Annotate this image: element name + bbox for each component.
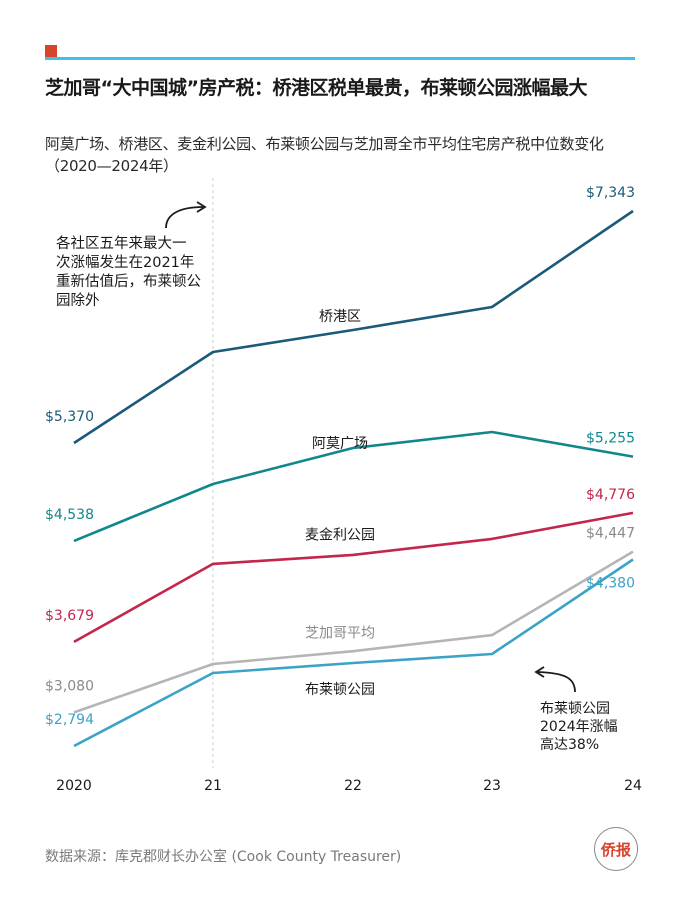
- start-value-label: $3,080: [45, 678, 94, 694]
- accent-square: [45, 45, 57, 57]
- annotation-text-brighton: 高达38%: [540, 736, 599, 753]
- annotation-text-2021: 各社区五年来最大一: [56, 235, 187, 252]
- annotation-arrow-brighton: [537, 671, 576, 693]
- logo-text: 侨报: [600, 840, 631, 859]
- x-tick-label: 22: [344, 778, 362, 794]
- label-layer: $5,370 $7,343 桥港区 $4,538 $5,255 阿莫广场 $3,679 $4,…: [45, 185, 635, 728]
- start-value-label: $5,370: [45, 409, 94, 425]
- series-name-label: 芝加哥平均: [305, 626, 375, 642]
- x-axis: 2020 21 22 23 24: [56, 778, 642, 794]
- top-rule: [45, 57, 635, 60]
- start-value-label: $2,794: [45, 712, 94, 728]
- x-tick-label: 23: [483, 778, 501, 794]
- subtitle-line-2: （2020—2024年）: [45, 157, 178, 175]
- annotation-text-brighton: 布莱顿公园: [540, 701, 610, 717]
- annotation-text-2021: 次涨幅发生在2021年: [56, 254, 194, 271]
- annotation-arrow-2021: [165, 206, 204, 229]
- series-layer: [73, 209, 634, 748]
- series-name-label: 布莱顿公园: [305, 682, 375, 698]
- publisher-logo: 侨报: [594, 827, 638, 871]
- subtitle-line-1: 阿莫广场、桥港区、麦金利公园、布莱顿公园与芝加哥全市平均住宅房产税中位数变化: [45, 135, 604, 153]
- annotation-text-brighton: 2024年涨幅: [540, 719, 618, 735]
- annotation-arrowhead-2021: [196, 201, 207, 213]
- chart-title: 芝加哥“大中国城”房产税：桥港区税单最贵，布莱顿公园涨幅最大: [45, 77, 587, 99]
- annotation-text-2021: 园除外: [56, 292, 100, 309]
- annotation-text-2021: 重新估值后，布莱顿公: [56, 273, 201, 290]
- end-value-label: $7,343: [586, 185, 635, 201]
- data-source: 数据来源：库克郡财长办公室 (Cook County Treasurer): [45, 849, 402, 865]
- x-tick-label: 2020: [56, 778, 92, 794]
- x-tick-label: 24: [624, 778, 642, 794]
- end-value-label: $4,380: [586, 575, 635, 591]
- chart-subtitle: 阿莫广场、桥港区、麦金利公园、布莱顿公园与芝加哥全市平均住宅房产税中位数变化 （…: [45, 133, 645, 177]
- series-name-label: 麦金利公园: [305, 527, 375, 543]
- start-value-label: $3,679: [45, 608, 94, 624]
- annotation-arrowhead-brighton: [534, 666, 545, 678]
- x-tick-label: 21: [204, 778, 222, 794]
- series-name-label: 阿莫广场: [312, 436, 368, 452]
- start-value-label: $4,538: [45, 507, 94, 523]
- end-value-label: $4,776: [586, 487, 635, 503]
- end-value-label: $5,255: [586, 431, 635, 447]
- end-value-label: $4,447: [586, 526, 635, 542]
- series-name-label: 桥港区: [319, 309, 361, 325]
